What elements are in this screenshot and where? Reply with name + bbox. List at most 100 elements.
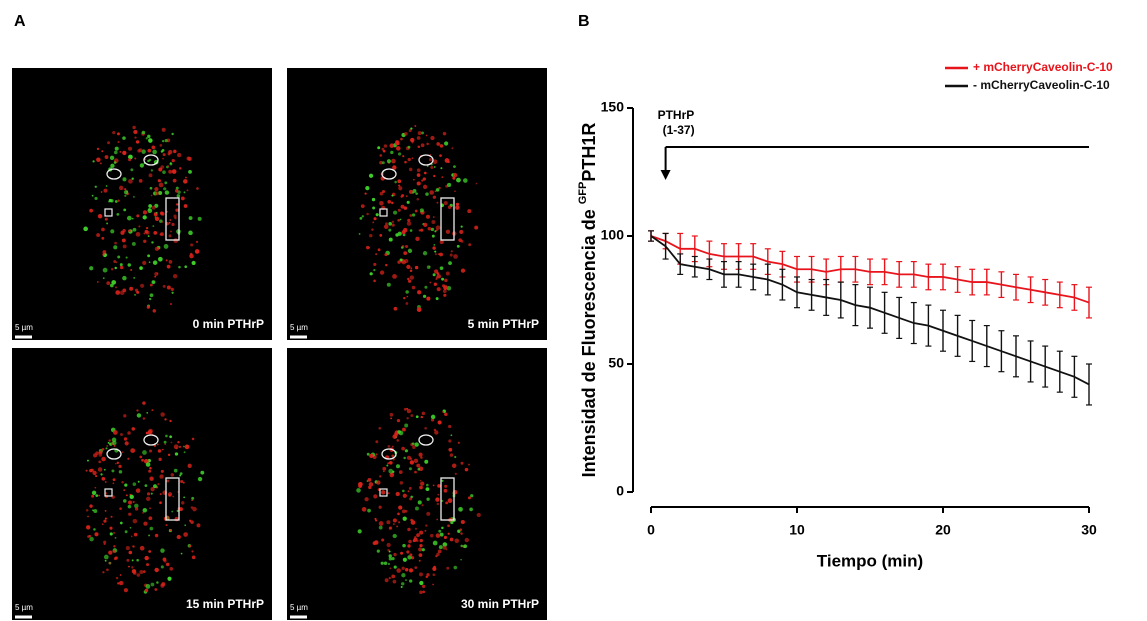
cell-signal [463,544,468,549]
y-tick-label: 50 [608,355,624,371]
cell-signal [142,401,146,405]
cell-signal [140,283,145,288]
cell-signal [464,467,469,472]
roi [106,168,122,180]
cell-signal [142,512,144,514]
cell-signal [134,288,139,292]
cell-signal [441,277,445,281]
cell-signal [125,546,130,551]
cell-signal [183,532,188,537]
cell-signal [160,232,164,237]
cell-signal [104,218,107,221]
panel-label: A [14,13,26,30]
cell-signal [401,489,405,493]
cell-signal [378,525,383,530]
cell-signal [430,418,435,422]
cell-signal [183,191,186,194]
cell-signal [146,305,150,309]
cell-signal [406,417,409,420]
cell-signal [470,494,474,498]
y-tick-label: 0 [616,483,624,499]
cell-signal [373,262,377,267]
cell-signal [392,579,397,584]
cell-signal [129,494,134,500]
roi [418,434,434,446]
cell-signal [190,243,194,247]
cell-signal [442,131,447,136]
cell-signal [146,412,149,414]
cell-signal [157,482,160,486]
cell-signal [151,280,156,284]
cell-signal [148,550,152,553]
cell-signal [425,192,429,196]
cell-signal [435,276,439,279]
cell-signal [453,254,458,259]
cell-signal [113,150,118,155]
cell-signal [119,507,122,510]
cell-signal [460,225,463,228]
cell-signal [436,287,441,292]
cell-signal [131,569,137,574]
cell-signal [398,521,401,524]
cell-signal [396,568,401,573]
cell-signal [109,155,115,161]
cell-signal [105,185,108,187]
cell-signal [375,253,378,256]
cell-signal [89,208,94,213]
cell-signal [115,290,121,295]
y-axis-label: Intensidad de Fluorescencia de GFPPTH1R [577,123,599,478]
cell-signal [136,558,139,562]
cell-signal [474,225,479,230]
cell-signal [389,567,392,570]
cell-signal [91,494,95,498]
cell-signal [113,161,117,164]
cell-signal [369,453,374,458]
cell-signal [414,470,417,474]
cell-signal [378,427,382,430]
cell-signal [127,146,133,151]
cell-signal [92,470,97,476]
cell-signal [136,573,141,577]
roi [379,208,388,217]
cell-signal [160,548,165,553]
cell-signal [405,195,408,198]
cell-signal [91,194,94,197]
cell-signal [405,579,407,582]
cell-signal [393,210,398,215]
cell-signal [85,469,88,472]
cell-signal [389,143,395,148]
cell-signal [397,152,402,156]
cell-signal [379,160,383,165]
cell-signal [92,509,94,512]
cell-signal [98,494,101,497]
cell-signal [169,529,173,532]
cell-signal [432,195,437,199]
image-caption: 0 min PTHrP [193,317,264,331]
cell-signal [434,190,437,193]
cell-signal [367,478,372,482]
cell-signal [414,209,418,213]
cell-signal [86,459,89,462]
cell-signal [160,150,164,153]
cell-signal [147,134,151,139]
cell-signal [395,491,400,497]
cell-signal [392,458,395,461]
cell-signal [442,284,446,288]
cell-signal [110,229,115,234]
cell-signal [134,503,139,509]
cell-signal [188,544,192,548]
cell-signal [459,528,463,531]
cell-signal [160,565,164,569]
roi [440,477,455,521]
cell-signal [185,176,187,179]
cell-signal [149,186,153,190]
cell-signal [435,225,441,230]
cell-signal [392,523,395,526]
cell-signal [109,532,113,536]
scale-label: 5 µm [290,603,308,612]
cell-signal [123,208,127,212]
cell-signal [442,410,445,413]
cell-signal [401,446,405,451]
roi [104,208,113,217]
cell-signal [154,275,157,278]
